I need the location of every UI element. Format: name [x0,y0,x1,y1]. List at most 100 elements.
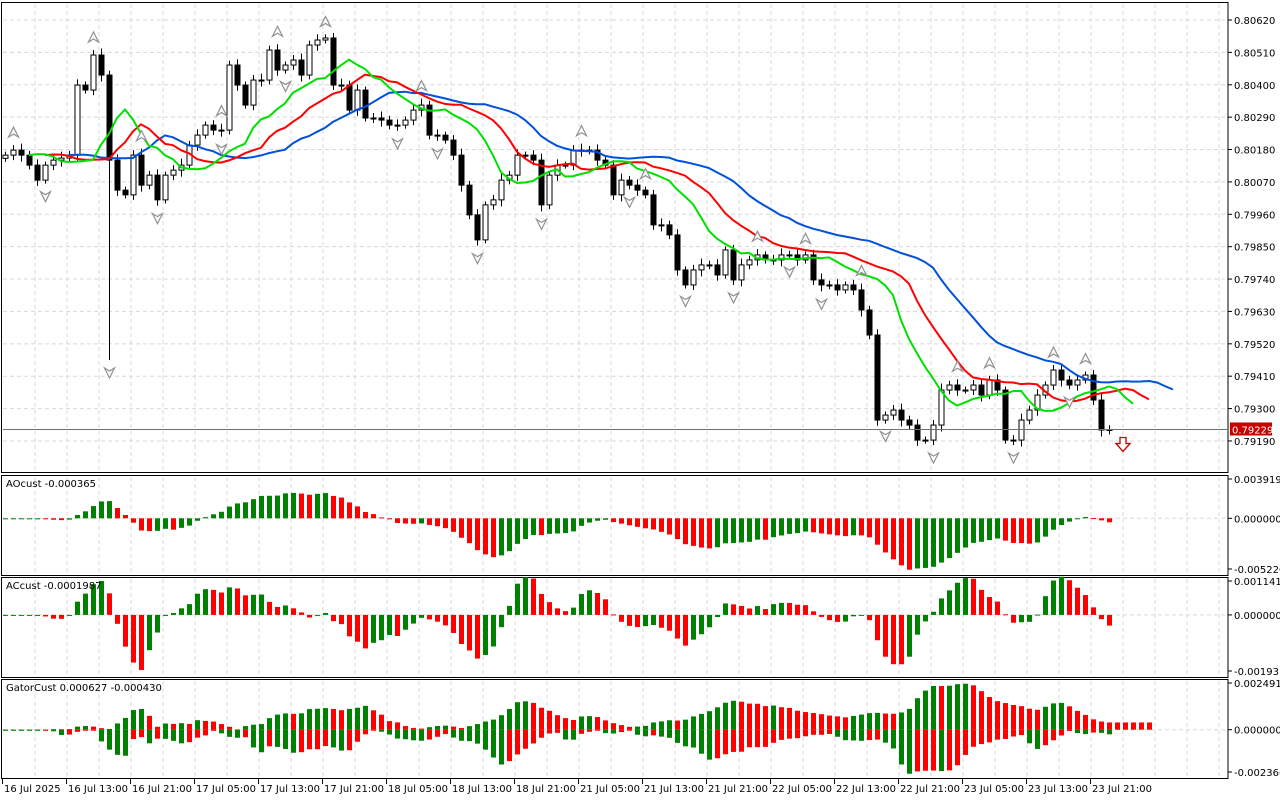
fractal-down-arrow-icon [279,80,292,93]
scale-label-min: -0.002366 [1234,768,1280,779]
candle [330,32,337,91]
time-tick-label: 16 Jul 2025 [4,784,61,795]
candle [842,281,849,294]
candle [562,161,569,169]
indicator-bar [387,614,392,635]
gator-lower-bar [411,729,416,741]
gator-upper-bar [451,726,456,730]
gator-lower-bar [83,729,88,731]
candle-body-bull [42,164,49,181]
indicator-bar [499,518,504,556]
gator-upper-bar [947,685,952,730]
price-tick-label: 0.80510 [1234,48,1275,59]
indicator-bar [643,518,648,529]
gator-upper-bar [187,723,192,730]
indicator-bar [211,589,216,615]
gator-lower-bar [1003,729,1008,739]
gator-upper-bar [395,722,400,730]
main-chart-frame [1,2,1229,473]
gator-upper-bar [635,726,640,730]
gator-upper-bar [363,705,368,730]
indicator-bar [419,518,424,524]
indicator-bar [355,506,360,519]
candle-body-bull [202,124,209,136]
gator-lower-bar [291,729,296,753]
time-tick-label: 21 Jul 21:00 [708,784,768,795]
indicator-bar [867,614,872,621]
indicator-bar [707,518,712,549]
gator-upper-bar [339,710,344,730]
gator-upper-bar [851,715,856,730]
gator-upper-bar [659,721,664,730]
fractal-down-arrow-icon [151,212,164,225]
candle [442,131,449,144]
gator-upper-bar [627,726,632,730]
gator-lower-bar [331,729,336,748]
gator-lower-bar [603,729,608,734]
price-tick-label: 0.80180 [1234,146,1275,157]
indicator-bar [1083,517,1088,519]
candle [994,374,1001,396]
gator-lower-bar [59,729,64,735]
candle [1074,374,1081,391]
candle-body-bull [338,84,345,87]
indicator-bar [115,614,120,624]
gator-lower-bar [107,729,112,750]
indicator-bar [659,614,664,628]
gator-lower-bar [955,729,960,766]
candle [1066,375,1073,390]
candle-body-bull [546,174,553,206]
gator-lower-bar [635,729,640,735]
indicator-bar [67,518,72,520]
indicator-bar [35,614,40,616]
gator-upper-bar [787,707,792,730]
fractal-down-arrow-icon [431,147,444,161]
gator-upper-bar [515,702,520,730]
candle-body-bull [514,154,521,176]
indicator-bar [155,614,160,633]
gator-upper-bar [1091,719,1096,730]
candle [674,229,681,276]
gator-upper-bar [139,709,144,730]
indicator-bar [1043,518,1048,537]
indicator-bar [907,614,912,657]
candle-body-bull [826,284,833,287]
indicator-bar [539,518,544,536]
gator-upper-bar [811,713,816,730]
gator-lower-bar [899,729,904,765]
gator-upper-bar [995,701,1000,730]
indicator-bar [1083,595,1088,615]
indicator-bar [843,614,848,622]
gator-lower-bar [475,729,480,744]
candle-body-bear [898,409,905,421]
candle-body-bull [394,124,401,127]
indicator-bar [3,518,8,520]
time-tick-label: 18 Jul 05:00 [388,784,448,795]
gator-upper-bar [643,725,648,730]
time-tick-label: 23 Jul 21:00 [1092,784,1152,795]
indicator-bar [171,518,176,530]
indicator-bar [491,518,496,558]
candle-body-bull [482,204,489,241]
sell-arrow-icon [1114,436,1132,453]
indicator-bar [955,582,960,615]
candle [530,150,537,166]
fractal-up-arrow-icon [639,167,652,181]
candle-body-bear [106,74,113,161]
indicator-bar [3,614,8,616]
candle-body-bull [986,379,993,396]
candle [666,220,673,240]
indicator-bar [363,614,368,649]
candle-body-bear [994,379,1001,391]
indicator-panel-frame-ao [1,475,1229,576]
candle [82,81,89,94]
indicator-bar [227,506,232,519]
gator-upper-bar [755,703,760,730]
candle-body-bear [466,184,473,216]
fractal-up-arrow-icon [983,356,996,370]
candle-body-bull [738,264,745,281]
gator-upper-bar [259,724,264,730]
indicator-bar [667,614,672,631]
candle-body-bull [690,269,697,286]
